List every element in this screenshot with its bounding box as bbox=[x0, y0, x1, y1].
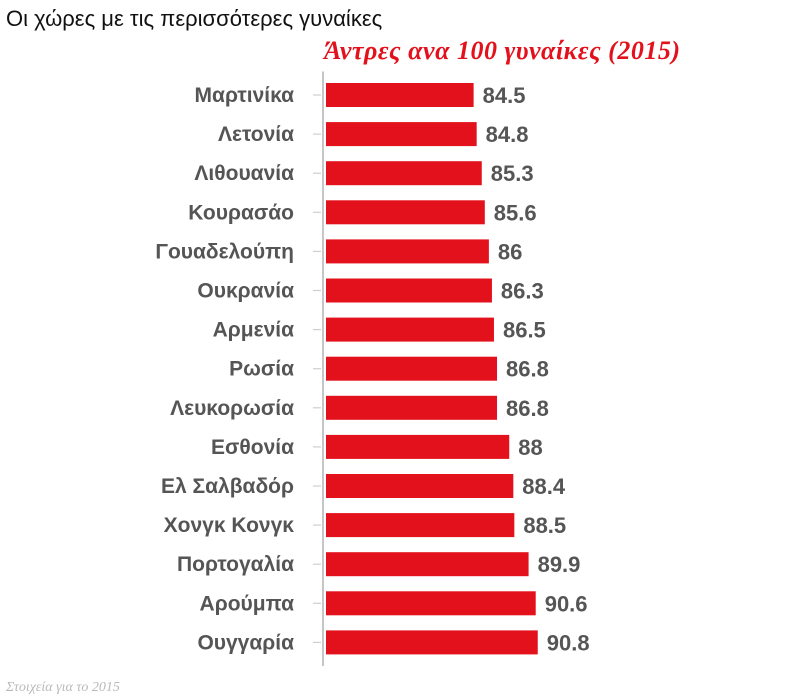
value-label: 88.4 bbox=[522, 474, 566, 499]
category-label: Ρωσία bbox=[229, 358, 294, 381]
category-label: Λετονία bbox=[218, 123, 294, 146]
category-label: Γουαδελούπη bbox=[155, 240, 294, 263]
category-label: Αρμενία bbox=[213, 319, 294, 342]
bar bbox=[326, 278, 492, 303]
bar bbox=[326, 630, 538, 655]
category-label: Λευκορωσία bbox=[170, 397, 294, 420]
value-label: 86.5 bbox=[503, 318, 546, 343]
bar bbox=[326, 317, 494, 342]
category-label: Κουρασάο bbox=[188, 201, 294, 224]
value-label: 85.6 bbox=[494, 200, 537, 225]
chart-title: Άντρες ανα 100 γυναίκες (2015) bbox=[324, 36, 681, 65]
category-label: Ουγγαρία bbox=[197, 631, 294, 654]
value-label: 89.9 bbox=[538, 552, 581, 577]
bar bbox=[326, 200, 485, 225]
bar bbox=[326, 83, 474, 107]
category-label: Πορτογαλία bbox=[177, 553, 294, 576]
value-label: 90.6 bbox=[545, 591, 588, 616]
category-label: Εσθονία bbox=[211, 436, 294, 459]
value-label: 86.3 bbox=[501, 279, 544, 304]
value-label: 84.5 bbox=[483, 83, 526, 108]
bar bbox=[326, 474, 514, 498]
bar bbox=[326, 513, 515, 538]
bar bbox=[326, 122, 477, 147]
bar bbox=[326, 434, 510, 459]
value-label: 86 bbox=[498, 239, 522, 264]
value-label: 90.8 bbox=[547, 630, 590, 655]
category-label: Αρούμπα bbox=[200, 592, 295, 615]
value-label: 86.8 bbox=[506, 357, 549, 382]
category-label: Μαρτινίκα bbox=[195, 84, 295, 107]
bar bbox=[326, 395, 498, 420]
page-title: Οι χώρες με τις περισσότερες γυναίκες bbox=[6, 6, 383, 31]
category-label: Ουκρανία bbox=[197, 280, 294, 303]
bar bbox=[326, 161, 482, 186]
footnote: Στοιχεία για το 2015 bbox=[6, 680, 120, 695]
value-label: 88 bbox=[518, 435, 542, 460]
category-label: Χονγκ Κονγκ bbox=[164, 514, 295, 537]
category-label: Ελ Σαλβαδόρ bbox=[161, 475, 294, 498]
value-label: 86.8 bbox=[506, 396, 549, 421]
value-label: 85.3 bbox=[491, 161, 534, 186]
category-label: Λιθουανία bbox=[194, 162, 294, 185]
bar bbox=[326, 591, 536, 616]
bar bbox=[326, 239, 489, 264]
bar bbox=[326, 552, 529, 577]
bar bbox=[326, 356, 498, 381]
value-label: 84.8 bbox=[486, 122, 529, 147]
value-label: 88.5 bbox=[523, 513, 566, 538]
